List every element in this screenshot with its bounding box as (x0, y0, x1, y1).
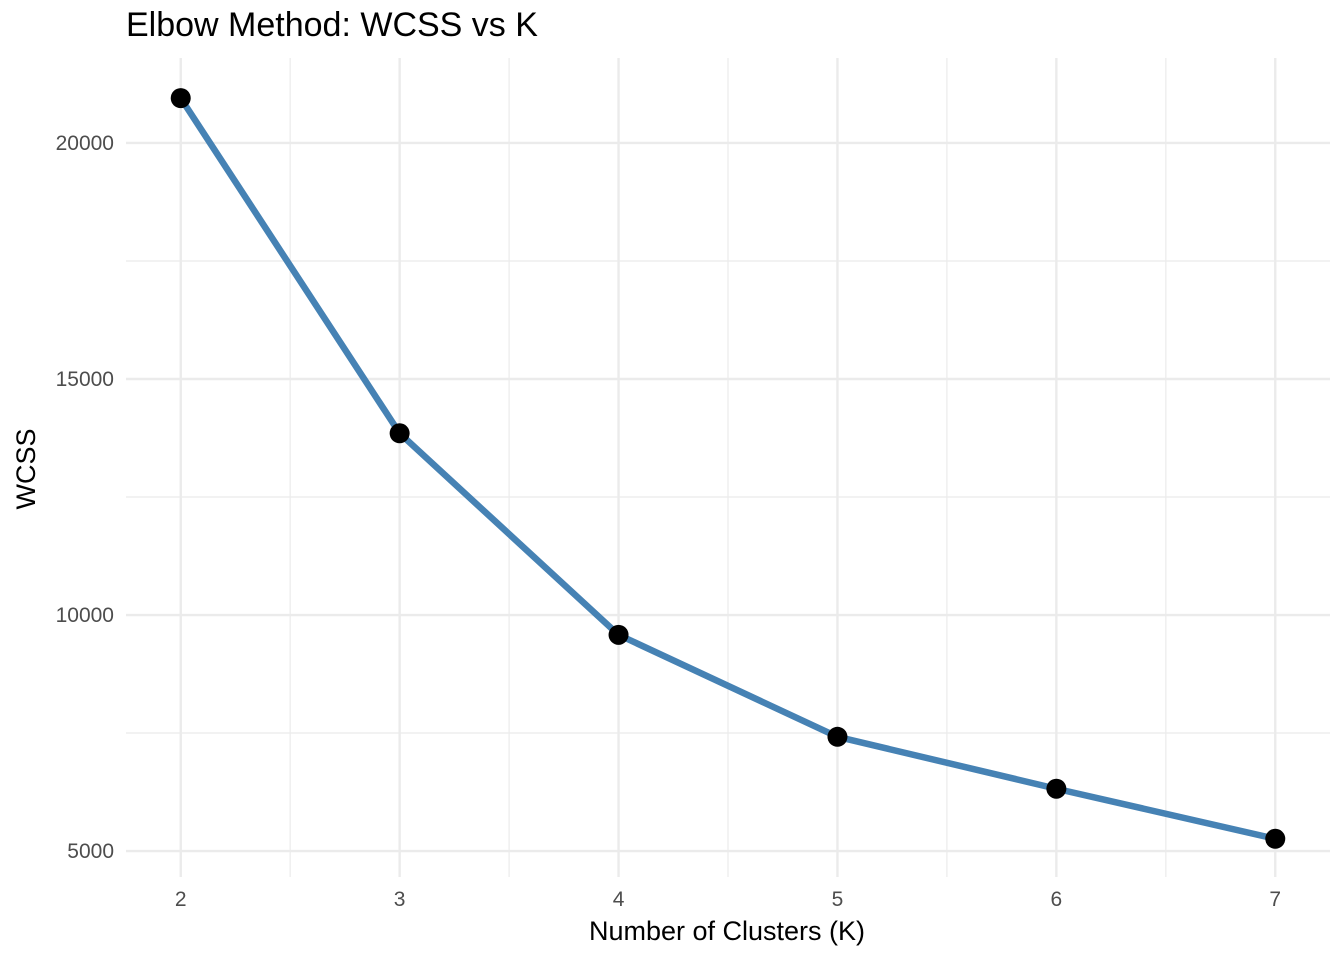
x-tick-label: 7 (1269, 888, 1281, 911)
minor-gridlines (126, 58, 1330, 877)
data-point (389, 423, 410, 444)
y-axis-title: WCSS (11, 429, 41, 510)
data-point (827, 726, 848, 747)
x-tick-label: 3 (394, 888, 406, 911)
data-point (1265, 828, 1286, 849)
series-lines (178, 96, 1276, 842)
y-tick-label: 15000 (56, 368, 114, 391)
y-tick-label: 10000 (56, 604, 114, 627)
x-tick-label: 6 (1051, 888, 1063, 911)
data-point (170, 88, 191, 109)
y-tick-label: 5000 (67, 840, 114, 863)
data-point (608, 624, 629, 645)
y-tick-labels: 5000 10000 15000 20000 (56, 132, 114, 863)
series-line (178, 96, 1276, 842)
chart-title: Elbow Method: WCSS vs K (126, 6, 538, 44)
x-axis-title: Number of Clusters (K) (589, 916, 865, 946)
x-tick-label: 2 (175, 888, 187, 911)
major-gridlines (126, 58, 1330, 877)
series-points (170, 88, 1286, 849)
x-tick-label: 4 (613, 888, 625, 911)
y-tick-label: 20000 (56, 132, 114, 155)
x-tick-label: 5 (832, 888, 844, 911)
x-tick-labels: 2 3 4 5 6 7 (175, 888, 1281, 911)
data-point (1046, 778, 1067, 799)
